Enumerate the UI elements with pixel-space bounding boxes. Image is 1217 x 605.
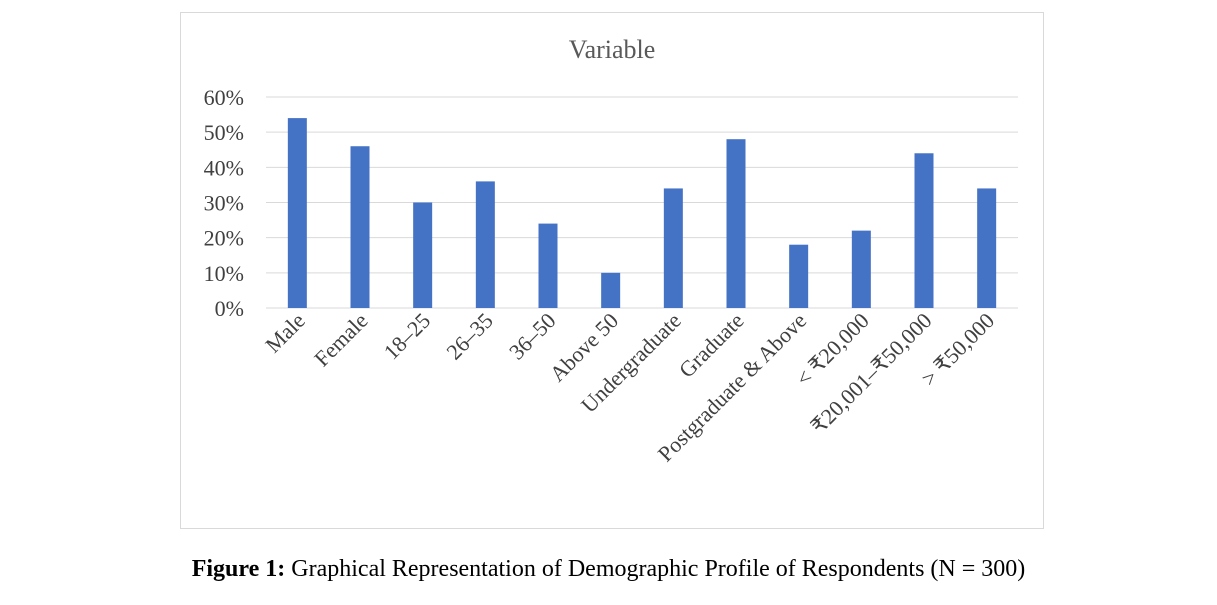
bar xyxy=(977,188,997,308)
figure-label: Figure 1: xyxy=(191,556,286,582)
bar xyxy=(601,272,621,308)
figure-caption-text: Graphical Representation of Demographic … xyxy=(285,556,1026,582)
y-tick-label: 60% xyxy=(204,85,244,110)
x-tick-label: Male xyxy=(260,308,310,358)
bar xyxy=(914,153,934,308)
y-tick-label: 30% xyxy=(204,191,244,216)
bar xyxy=(538,223,558,308)
x-tick-label: 36–50 xyxy=(504,308,561,365)
bar xyxy=(475,181,495,308)
bar-chart: Variable 0% 10% 20% 30% 40% 50% 60% Male Female 18… xyxy=(204,35,1018,466)
y-tick-label: 50% xyxy=(204,120,244,145)
x-tick-label: Female xyxy=(309,308,372,371)
bar xyxy=(287,118,307,308)
y-tick-label: 10% xyxy=(204,261,244,286)
x-tick-label: 26–35 xyxy=(441,308,498,365)
chart-title: Variable xyxy=(569,35,656,64)
bar xyxy=(350,146,370,308)
bar xyxy=(851,230,871,308)
chart-frame xyxy=(180,12,1044,529)
y-tick-label: 0% xyxy=(215,296,244,321)
y-tick-label: 40% xyxy=(204,155,244,180)
bar xyxy=(663,188,683,308)
bar xyxy=(726,139,746,308)
bar xyxy=(413,202,433,308)
y-tick-label: 20% xyxy=(204,226,244,251)
x-tick-label: 18–25 xyxy=(379,308,436,365)
figure-caption: Figure 1: Graphical Representation of De… xyxy=(0,556,1217,583)
bar xyxy=(789,244,809,308)
